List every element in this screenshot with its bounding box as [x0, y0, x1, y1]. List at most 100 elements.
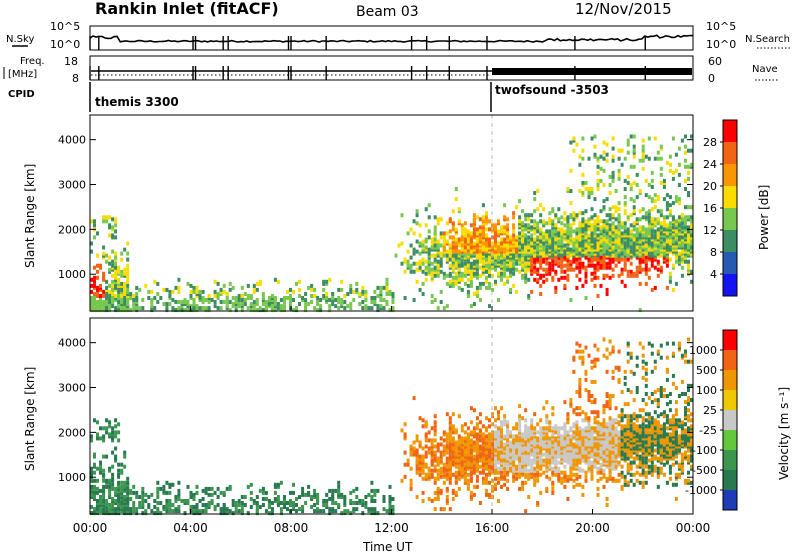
vel-cells-cell-531	[370, 499, 374, 503]
vel-cells-cell-2130	[626, 418, 630, 423]
vel-cells-cell-719	[445, 499, 449, 503]
power-cells-cell-2148	[629, 245, 633, 250]
power-cells-cell-1706	[575, 142, 579, 147]
vel-cells-cell-282	[174, 499, 178, 503]
vel-cells-cell-263	[162, 484, 166, 489]
power-cells-cell-775	[451, 267, 455, 272]
power-cells-cell-1687	[575, 285, 579, 290]
vel-cells-cell-921	[472, 462, 476, 467]
power-cells-cell-1062	[488, 247, 491, 252]
power-cells-cell-370	[237, 298, 241, 302]
power-cells-cell-1572	[557, 207, 561, 212]
power-cells-cell-1271	[518, 225, 522, 230]
vel-cells-cell-2094	[623, 440, 627, 445]
power-cells-cell-68	[102, 219, 106, 224]
power-cells-cell-2222	[638, 247, 642, 252]
power-cells-cell-1203	[509, 261, 513, 266]
power-cells-cell-859	[463, 269, 467, 274]
vel-cells-cell-2090	[623, 450, 627, 455]
power-cells-cell-2025	[611, 136, 615, 141]
power-cells-cell-2338	[650, 217, 654, 222]
power-cells-cell-933	[472, 259, 476, 264]
vel-cells-cell-2160	[629, 390, 633, 394]
vel-cells-cell-1655	[575, 462, 579, 467]
power-cells-cell-819	[457, 273, 461, 278]
vel-cells-cell-337	[216, 503, 220, 507]
vel-cells-cell-1381	[536, 462, 540, 467]
vel-cells-cell-1605	[569, 474, 573, 479]
power-cells-cell-742	[442, 231, 446, 236]
power-cells-cell-2316	[647, 136, 651, 141]
vel-cells-cell-1627	[572, 478, 576, 483]
vel-cells-cell-362	[234, 501, 238, 505]
power-cells-cell-78	[105, 292, 109, 296]
power-cells-cell-476	[313, 306, 317, 311]
vel-cells-cell-1204	[512, 452, 516, 457]
power-cells-cell-501	[331, 302, 335, 306]
vel-cells-cell-472	[325, 492, 329, 497]
power-cells-cell-393	[252, 300, 256, 304]
vel-cells-cell-371	[240, 495, 244, 499]
power-cells-cell-1926	[602, 255, 606, 260]
power-cells-cell-984	[478, 247, 482, 252]
vel-cells-cell-101	[108, 466, 112, 471]
power-cells-cell-1789	[587, 259, 591, 264]
vel-cells-cell-319	[201, 488, 205, 493]
vel-cells-cell-1929	[605, 450, 609, 455]
vel-cells-cell-933	[472, 408, 476, 413]
power-cells-cell-2329	[650, 237, 654, 242]
power-cells-cell-561	[379, 298, 383, 302]
power-cells-cell-2114	[623, 195, 627, 200]
vel-cells-cell-1810	[590, 359, 594, 364]
power-cells-cell-1011	[481, 241, 485, 246]
vel-cells-cell-1567	[563, 450, 567, 455]
power-cells-cell-954	[475, 275, 479, 280]
power-cells-cell-477	[313, 294, 317, 298]
vel-cells-cell-438	[298, 507, 301, 512]
power-cells-cell-1446	[542, 259, 546, 264]
power-cells-cell-1095	[494, 255, 497, 260]
vel-cells-cell-840	[460, 440, 464, 445]
power-cells-cell-205	[126, 292, 130, 296]
power-cells-cell-882	[466, 269, 470, 274]
power-cells-cell-187	[123, 298, 127, 302]
vel-cells-cell-2044	[617, 436, 621, 441]
power-cells-cell-1350	[530, 289, 534, 294]
power-cells-cell-1946	[602, 150, 606, 155]
power-cells-cell-633	[421, 269, 425, 274]
vel-cells-cell-974	[481, 476, 485, 481]
power-cells-cell-2464	[665, 201, 669, 206]
vel-cells-cell-550	[388, 499, 392, 503]
vel-cells-cell-993	[485, 492, 488, 497]
power-cells-cell-1104	[494, 233, 497, 238]
power-cells-cell-2091	[623, 283, 627, 288]
vel-cells-cell-92	[108, 507, 112, 512]
vel-cells-cell-2085	[623, 474, 627, 479]
power-cells-cell-2611	[684, 144, 687, 149]
vel-cells-cell-1515	[554, 436, 558, 441]
vel-cells-cell-2104	[623, 381, 627, 386]
power-cells-cell-519	[343, 294, 347, 298]
vel-cells-cell-1192	[509, 430, 513, 435]
vel-cells-cell-2068	[620, 440, 624, 445]
vel-cells-cell-1053	[491, 450, 494, 455]
vel-cells-cell-384	[255, 507, 259, 512]
power-cells-cell-2530	[674, 225, 678, 230]
power-cells-cell-142	[114, 235, 118, 240]
power-cells-cell-473	[310, 294, 314, 298]
vel-cells-cell-1874	[599, 452, 603, 457]
power-cbar-label: Power [dB]	[757, 185, 771, 250]
power-cells-cell-2208	[635, 195, 639, 200]
vel-cells-cell-370	[240, 501, 244, 505]
vel-cells-cell-1470	[548, 436, 552, 441]
power-cells-cell-457	[295, 281, 298, 286]
power-cells-cell-682	[433, 269, 437, 274]
power-cells-cell-327	[207, 294, 211, 298]
power-cells-cell-1478	[545, 237, 549, 242]
vel-cells-cell-2138	[629, 478, 633, 483]
vel-cells-cell-2228	[638, 424, 642, 429]
power-cells-cell-1047	[485, 211, 488, 216]
power-cells-cell-1689	[575, 265, 579, 270]
vel-cells-cell-1772	[587, 440, 591, 445]
vel-cells-cell-505	[349, 511, 353, 516]
